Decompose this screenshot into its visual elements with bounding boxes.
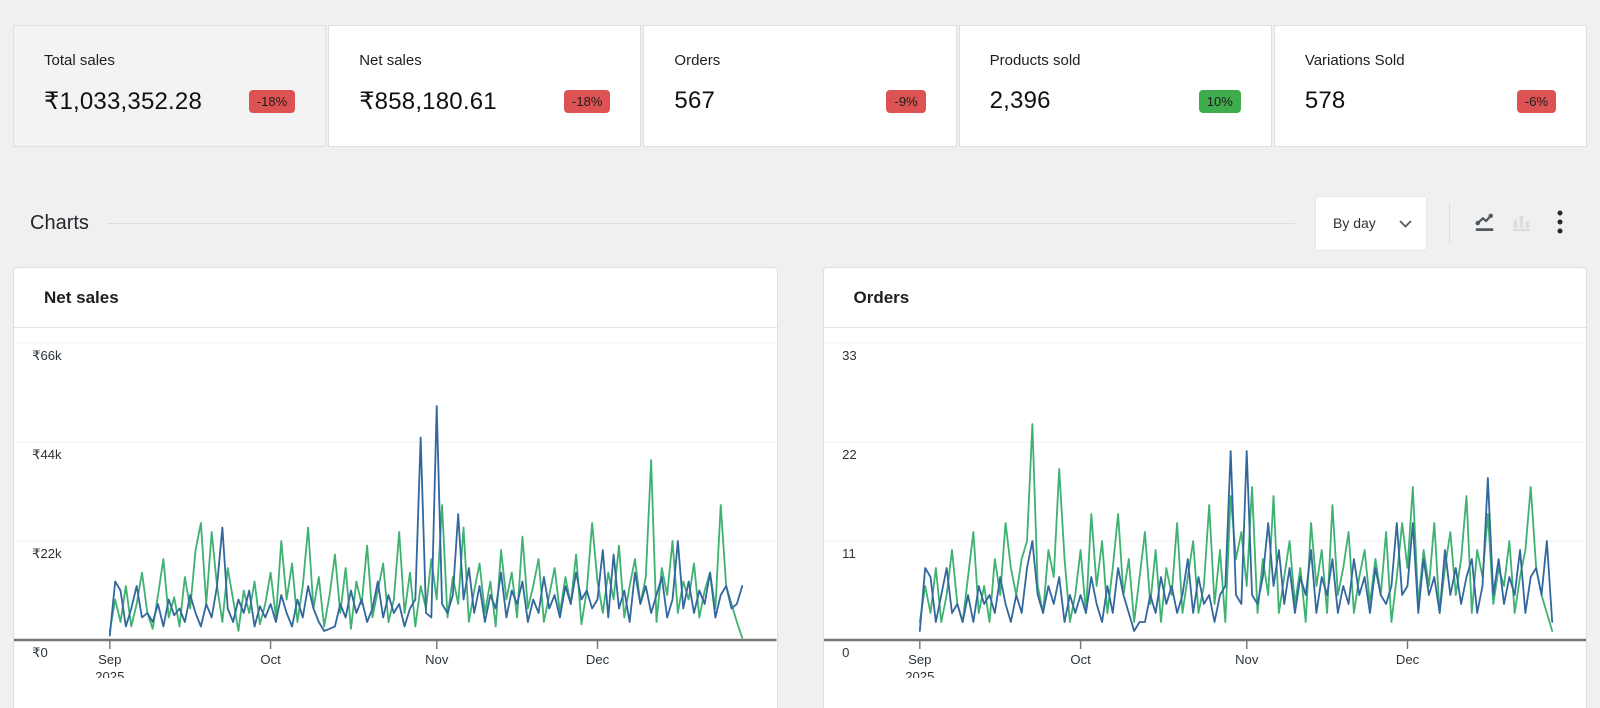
svg-text:2025: 2025 [95, 669, 124, 678]
performance-summary: Total sales ₹1,033,352.28 -18% Net sales… [13, 25, 1588, 147]
more-menu-button[interactable] [1550, 203, 1570, 244]
card-label: Orders [674, 52, 721, 69]
toolbar-separator [1449, 203, 1450, 243]
interval-select[interactable]: By day [1315, 195, 1427, 251]
delta-badge: -6% [1516, 89, 1557, 113]
card-label: Net sales [359, 52, 422, 69]
line-chart-icon [1472, 209, 1497, 237]
summary-card-total-sales[interactable]: Total sales ₹1,033,352.28 -18% [13, 25, 327, 147]
card-value: 2,396 [989, 87, 1051, 114]
card-value: ₹858,180.61 [359, 88, 497, 115]
chevron-down-icon [1399, 215, 1412, 231]
delta-badge: -18% [564, 90, 611, 113]
delta-badge: 10% [1198, 89, 1241, 113]
chart-card-net-sales: Net sales ₹66k ₹44k ₹22k ₹0 Sep 2025 Oct Nov Dec [13, 267, 778, 708]
svg-text:Dec: Dec [1395, 652, 1419, 667]
chart-title: Net sales [14, 268, 777, 328]
orders-chart[interactable]: 33 22 11 0 Sep 2025 Oct Nov Dec [823, 328, 1586, 678]
svg-text:₹66k: ₹66k [32, 348, 62, 363]
delta-badge: -9% [886, 89, 926, 113]
svg-text:₹22k: ₹22k [32, 546, 62, 561]
summary-card-products-sold[interactable]: Products sold 2,396 10% [958, 25, 1272, 147]
svg-text:Nov: Nov [425, 652, 449, 667]
header-divider [106, 222, 1295, 224]
net-sales-chart[interactable]: ₹66k ₹44k ₹22k ₹0 Sep 2025 Oct Nov Dec [14, 328, 777, 678]
svg-text:₹0: ₹0 [32, 645, 48, 660]
svg-text:2025: 2025 [905, 669, 934, 678]
card-value: 567 [674, 87, 716, 114]
svg-text:22: 22 [842, 447, 857, 462]
summary-card-orders[interactable]: Orders 567 -9% [643, 25, 957, 147]
delta-badge: -18% [248, 90, 296, 113]
svg-text:Nov: Nov [1235, 652, 1259, 667]
line-chart-toggle[interactable] [1466, 203, 1503, 243]
summary-card-variations-sold[interactable]: Variations Sold 578 -6% [1273, 25, 1588, 147]
svg-text:Oct: Oct [1070, 652, 1091, 667]
svg-text:Dec: Dec [586, 652, 610, 667]
svg-text:₹44k: ₹44k [32, 447, 62, 462]
kebab-menu-icon [1556, 209, 1564, 238]
section-title: Charts [30, 211, 89, 234]
charts-section-header: Charts By day [30, 195, 1570, 251]
card-label: Variations Sold [1304, 52, 1405, 69]
svg-text:33: 33 [842, 348, 857, 363]
card-label: Products sold [989, 52, 1081, 69]
svg-text:Sep: Sep [98, 652, 121, 667]
svg-text:11: 11 [842, 546, 856, 561]
chart-title: Orders [823, 268, 1586, 328]
chart-card-orders: Orders 33 22 11 0 Sep 2025 Oct Nov Dec [822, 267, 1587, 708]
svg-text:Oct: Oct [260, 652, 281, 667]
card-label: Total sales [44, 52, 115, 69]
summary-card-net-sales[interactable]: Net sales ₹858,180.61 -18% [328, 25, 642, 147]
svg-text:0: 0 [842, 645, 849, 660]
card-value: ₹1,033,352.28 [44, 88, 203, 115]
card-value: 578 [1304, 87, 1346, 114]
bar-chart-icon [1509, 209, 1534, 237]
bar-chart-toggle[interactable] [1503, 203, 1540, 243]
interval-select-value: By day [1333, 215, 1376, 231]
svg-text:Sep: Sep [908, 652, 931, 667]
charts-row: Net sales ₹66k ₹44k ₹22k ₹0 Sep 2025 Oct Nov Dec… [13, 267, 1587, 708]
